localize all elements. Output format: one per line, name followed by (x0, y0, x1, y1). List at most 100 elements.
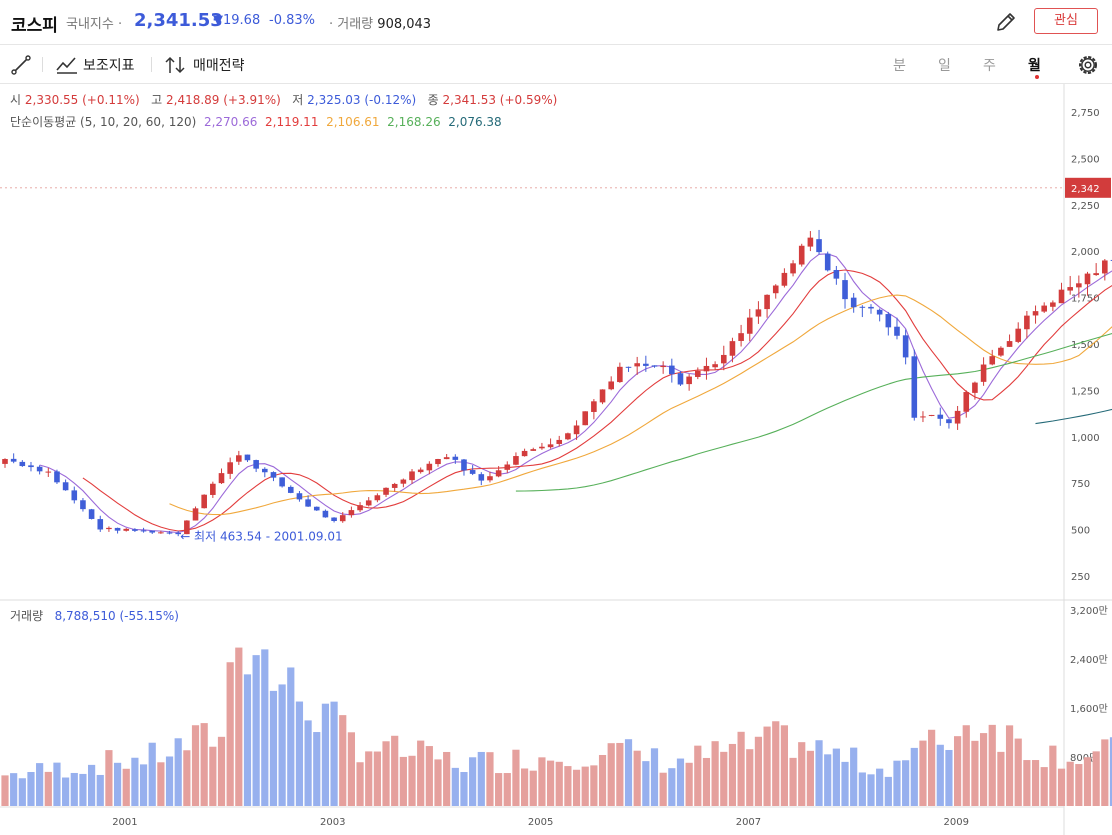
candle-body (1093, 273, 1099, 276)
volume-bar (96, 774, 104, 806)
candle-body (1084, 273, 1091, 285)
price-change: ▼19.68 (213, 13, 261, 28)
current-price: 2,341.53 (134, 10, 223, 31)
candle-body (62, 482, 69, 491)
price-tick-label: 1,000 (1071, 433, 1100, 444)
price-tick-label: 250 (1071, 572, 1090, 583)
volume-bar (434, 759, 442, 806)
candle-body (227, 462, 233, 474)
candle-body (1032, 311, 1039, 316)
low-value: 2,325.03 (-0.12%) (307, 93, 417, 107)
gear-icon[interactable] (1076, 53, 1100, 77)
candle-body (504, 464, 511, 470)
volume-bar (702, 757, 711, 806)
candle-body (166, 532, 173, 534)
high-label: 고 (151, 93, 163, 107)
candle-body (764, 294, 770, 310)
candle-body (772, 285, 779, 294)
price-tick-label: 2,000 (1071, 247, 1100, 258)
volume-bar (365, 751, 373, 806)
period-minute-tab[interactable]: 분 (893, 58, 906, 74)
candle-body (599, 389, 606, 403)
volume-bar (728, 743, 737, 806)
volume-info: 거래량 8,788,510 (-55.15%) (10, 607, 179, 624)
low-annotation: ← 최저 463.54 - 2001.09.01 (180, 529, 342, 543)
candle-body (71, 490, 78, 501)
line-draw-icon[interactable] (10, 54, 32, 76)
volume-bar (209, 746, 217, 806)
price-tick-label: 2,750 (1071, 108, 1100, 119)
candle-body (400, 479, 407, 484)
volume-bar (867, 774, 875, 806)
volume-bar (572, 769, 581, 806)
candle-body (963, 392, 970, 412)
volume-bar (460, 772, 468, 806)
period-week-tab[interactable]: 주 (983, 58, 996, 74)
buy-sell-icon[interactable] (163, 54, 187, 76)
candle-body (556, 439, 563, 444)
volume-bar (902, 760, 910, 806)
volume-bar (798, 742, 806, 806)
period-month-tab[interactable]: 월 (1028, 58, 1041, 74)
candle-body (1015, 328, 1022, 342)
volume-bar (979, 733, 988, 806)
volume-tick-label: 3,200만 (1070, 605, 1108, 617)
price-tick-label: 1,750 (1071, 294, 1100, 305)
volume-bar (815, 740, 823, 806)
volume-bar (1101, 739, 1109, 806)
ma5-value: 2,270.66 (203, 115, 258, 129)
candle-body (617, 366, 623, 383)
volume-bar (261, 649, 269, 806)
strategy-button[interactable]: 매매전략 (193, 58, 245, 74)
volume-bar (391, 735, 399, 806)
candle-body (383, 487, 389, 495)
last-price-badge: 2,342 (1071, 184, 1100, 195)
volume-bar (685, 762, 693, 806)
volume-bar (321, 703, 330, 806)
candle-body (417, 469, 424, 473)
candle-body (201, 494, 207, 509)
candle-body (911, 356, 918, 418)
candle-body (972, 382, 978, 393)
candle-body (669, 365, 675, 375)
candle-body (521, 450, 528, 457)
volume-bar (191, 725, 200, 806)
volume-bar (919, 740, 927, 806)
volume-bar (165, 756, 174, 806)
candle-body (487, 476, 493, 481)
volume-bar (650, 748, 659, 806)
volume-bar (1014, 738, 1022, 806)
volume-bar (382, 741, 390, 806)
candle-body (1024, 315, 1030, 330)
indicator-button[interactable]: 보조지표 (83, 58, 135, 74)
volume-bar (659, 772, 667, 806)
candle-body (192, 508, 199, 521)
volume-bar (824, 754, 832, 806)
candle-body (279, 477, 285, 487)
volume-summary: · 거래량 908,043 (329, 13, 431, 32)
volume-tick-label: 1,600만 (1070, 703, 1108, 715)
indicator-icon[interactable] (55, 54, 79, 76)
volume-bar (945, 749, 953, 806)
volume-bar (226, 662, 234, 806)
volume-bar (858, 772, 866, 806)
candle-body (660, 365, 666, 368)
volume-bar (642, 761, 650, 806)
candle-body (686, 376, 692, 385)
time-tick-label: 2009 (944, 817, 969, 828)
candle-body (123, 528, 130, 531)
volume-bar (139, 764, 148, 806)
candle-body (539, 446, 545, 449)
volume-bar (772, 721, 780, 806)
pencil-icon[interactable] (994, 10, 1018, 34)
volume-bar (676, 758, 685, 806)
volume-bar (590, 765, 598, 806)
volume-bar (53, 762, 61, 806)
period-day-tab[interactable]: 일 (938, 58, 951, 74)
candle-body (339, 515, 346, 522)
volume-bar (10, 773, 18, 806)
volume-bar (633, 750, 641, 806)
candle-body (331, 517, 337, 522)
favorite-button[interactable]: 관심 (1034, 8, 1098, 34)
